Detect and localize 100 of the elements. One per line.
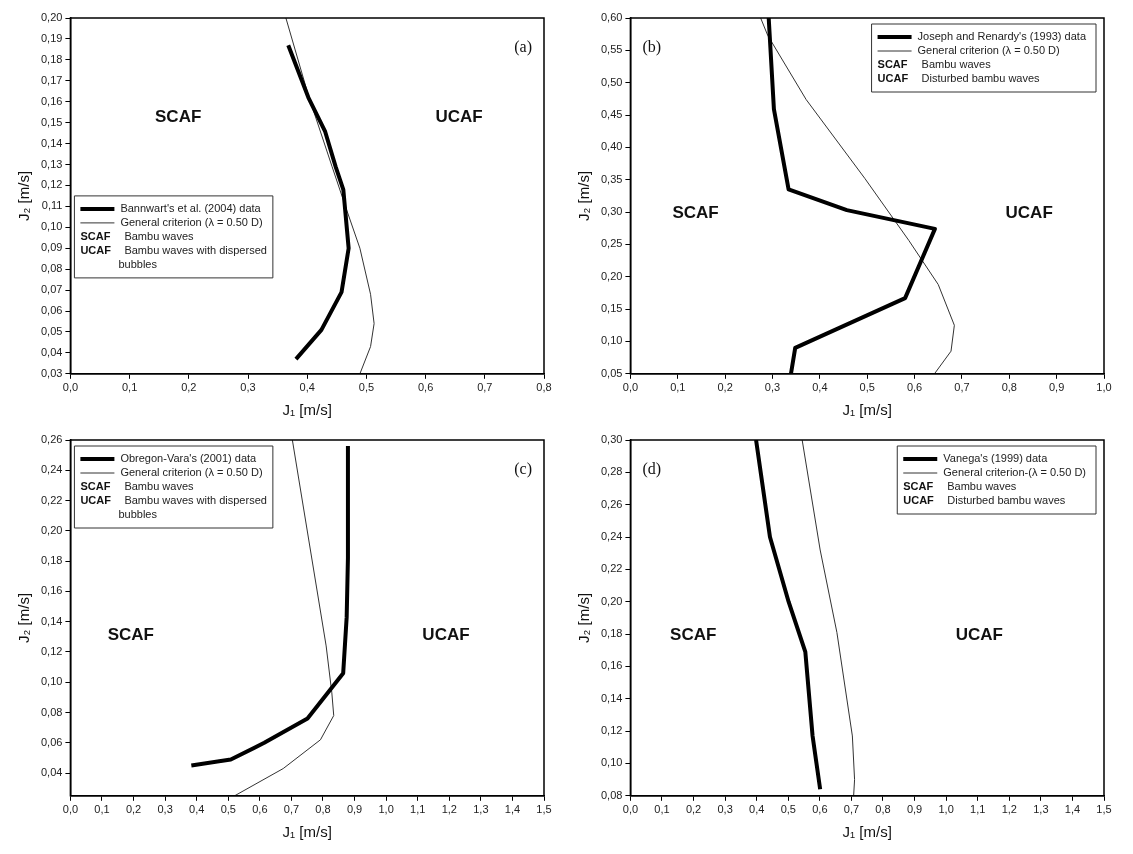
legend-label: Vanega's (1999) data [943, 452, 1049, 465]
x-axis-title: J₁ [m/s] [282, 823, 332, 841]
x-tick-label: 1,1 [970, 803, 986, 816]
x-tick-label: 0,7 [843, 803, 860, 816]
y-tick-label: 0,12 [40, 645, 63, 657]
y-tick-label: 0,14 [40, 614, 63, 627]
y-tick-label: 0,19 [40, 31, 63, 44]
y-tick-label: 0,05 [40, 324, 63, 337]
y-tick-label: 0,20 [40, 11, 63, 24]
x-tick-label: 0,5 [220, 803, 236, 816]
text: UCAF Disturbed bambu waves [903, 494, 1066, 507]
annotation: SCAF [107, 625, 155, 645]
text: SCAF Bambu waves [80, 480, 194, 493]
x-tick-label: 1,2 [1001, 803, 1017, 816]
y-tick-label: 0,12 [40, 178, 63, 191]
x-tick-label: 0,4 [749, 803, 765, 816]
x-tick-label: 0,8 [1001, 381, 1017, 394]
x-tick-label: 1,2 [441, 803, 457, 816]
y-tick-label: 0,06 [40, 735, 63, 748]
x-tick-label: 0,7 [283, 803, 300, 816]
legend-label: Bannwart's et al. (2004) data [120, 201, 262, 214]
x-tick-label: 0,8 [536, 381, 552, 394]
y-tick-label: 0,45 [600, 108, 623, 121]
y-tick-label: 0,30 [600, 433, 623, 446]
y-tick-label: 0,16 [40, 584, 63, 597]
x-tick-label: 1,3 [1033, 803, 1049, 816]
y-tick-label: 0,12 [600, 724, 623, 737]
y-tick-label: 0,15 [600, 302, 623, 315]
x-tick-label: 0,0 [622, 381, 639, 394]
y-tick-label: 0,24 [600, 530, 623, 543]
legend-label: Obregon-Vara's (2001) data [120, 452, 258, 465]
y-tick-label: 0,15 [40, 115, 63, 128]
x-tick-label: 0,4 [812, 381, 828, 394]
text: (c) [514, 460, 532, 479]
text: SCAF Bambu waves [877, 58, 991, 71]
x-tick-label: 0,6 [417, 381, 434, 394]
x-tick-label: 0,9 [346, 803, 363, 816]
y-tick-label: 0,50 [600, 75, 623, 88]
text: UCAF Bambu waves with dispersed bubbles [80, 494, 267, 521]
text: (d) [642, 460, 662, 479]
y-tick-label: 0,11 [41, 199, 63, 212]
x-tick-label: 0,2 [181, 381, 197, 394]
x-tick-label: 0,6 [812, 803, 828, 816]
y-tick-label: 0,10 [600, 756, 623, 769]
x-axis-title: J₁ [m/s] [282, 401, 332, 419]
x-tick-label: 0,0 [62, 803, 79, 816]
annotation: UCAF [435, 107, 483, 127]
x-tick-label: 0,2 [685, 803, 702, 816]
x-tick-label: 1,0 [1096, 381, 1112, 394]
y-tick-label: 0,30 [600, 205, 623, 218]
x-tick-label: 0,3 [157, 803, 173, 816]
legend-label: General criterion-(λ = 0.50 D) [943, 466, 1086, 479]
x-tick-label: 0,9 [906, 803, 923, 816]
y-tick-label: 0,18 [600, 627, 623, 640]
y-tick-label: 0,22 [600, 562, 623, 575]
annotation: SCAF [670, 625, 717, 645]
x-tick-label: 0,0 [62, 381, 79, 394]
y-tick-label: 0,05 [600, 366, 623, 379]
x-tick-label: 0,4 [299, 381, 315, 394]
x-tick-label: 0,2 [717, 381, 733, 394]
y-tick-label: 0,08 [40, 262, 63, 275]
text: UCAF Bambu waves with dispersed bubbles [80, 243, 267, 270]
annotation: UCAF [422, 625, 470, 645]
x-tick-label: 0,4 [189, 803, 205, 816]
y-tick-label: 0,40 [600, 140, 623, 153]
x-tick-label: 0,0 [622, 803, 639, 816]
y-tick-label: 0,04 [40, 345, 63, 358]
x-tick-label: 0,6 [252, 803, 268, 816]
y-tick-label: 0,06 [40, 304, 63, 317]
y-axis-title: J₂ [m/s] [15, 592, 33, 643]
y-tick-label: 0,04 [40, 766, 63, 779]
y-tick-label: 0,60 [600, 11, 623, 24]
y-tick-label: 0,18 [40, 52, 63, 65]
x-tick-label: 0,5 [780, 803, 796, 816]
y-tick-label: 0,08 [40, 705, 63, 718]
x-tick-label: 0,7 [477, 381, 493, 394]
x-tick-label: 0,3 [717, 803, 733, 816]
y-tick-label: 0,25 [600, 237, 623, 250]
y-tick-label: 0,13 [40, 157, 63, 170]
x-tick-label: 0,5 [358, 381, 375, 394]
legend-label: General criterion (λ = 0.50 D) [917, 44, 1060, 57]
y-tick-label: 0,35 [600, 172, 623, 185]
annotation: SCAF [155, 107, 202, 127]
x-tick-label: 1,1 [410, 803, 426, 816]
x-tick-label: 1,3 [473, 803, 489, 816]
x-tick-label: 0,7 [954, 381, 970, 394]
x-tick-label: 1,0 [378, 803, 394, 816]
y-axis-title: J₂ [m/s] [15, 170, 33, 221]
y-tick-label: 0,24 [40, 463, 63, 476]
x-tick-label: 0,5 [859, 381, 875, 394]
x-tick-label: 1,5 [1096, 803, 1112, 816]
y-tick-label: 0,55 [600, 43, 623, 56]
annotation: SCAF [672, 203, 719, 223]
y-axis-title: J₂ [m/s] [575, 170, 593, 221]
y-tick-label: 0,26 [40, 433, 63, 446]
x-tick-label: 1,5 [536, 803, 552, 816]
text: (a) [514, 38, 532, 57]
x-tick-label: 0,1 [121, 381, 138, 394]
x-axis-title: J₁ [m/s] [842, 823, 892, 841]
x-tick-label: 0,1 [670, 381, 686, 394]
